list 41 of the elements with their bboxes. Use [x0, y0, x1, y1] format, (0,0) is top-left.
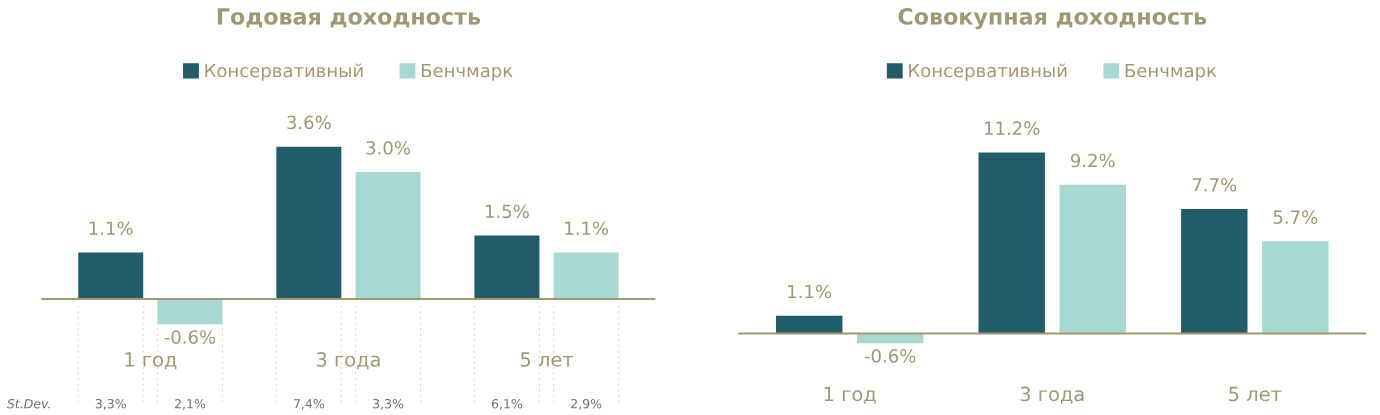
legend-label: Бенчмарк: [1125, 63, 1217, 81]
text: 3,3%: [95, 398, 126, 410]
legend-label: Консервативный: [205, 63, 363, 81]
text: St.Dev.: [6, 398, 50, 409]
data-label: 3.6%: [287, 115, 331, 130]
data-label: -0.6%: [864, 349, 916, 363]
data-label: 3.0%: [366, 141, 411, 155]
data-label: 1.5%: [485, 204, 529, 219]
bar: [78, 252, 144, 299]
x-tick-label: 5 лет: [1229, 386, 1282, 402]
data-label: 1.1%: [788, 284, 832, 299]
bar: [1181, 209, 1248, 334]
text: 2,9%: [571, 398, 602, 410]
x-tick-label: 5 лет: [520, 352, 574, 367]
data-label: 11.2%: [985, 121, 1040, 136]
data-label: 1.1%: [565, 221, 609, 236]
legend-label: Бенчмарк: [421, 63, 513, 81]
chart-title: Совокупная доходность: [898, 8, 1207, 30]
x-tick-label: 3 года: [316, 352, 380, 370]
data-label: 9.2%: [1070, 153, 1115, 168]
text: 6,1%: [491, 398, 523, 410]
x-tick-label: 1 год: [824, 386, 876, 404]
bar: [355, 172, 421, 299]
bar: [1059, 184, 1126, 334]
data-label: 5.7%: [1273, 210, 1318, 224]
text: 7,4%: [293, 398, 325, 410]
text: 3,3%: [373, 398, 404, 410]
data-label: 7.7%: [1192, 177, 1237, 192]
bar: [978, 152, 1045, 334]
text: 2,1%: [175, 398, 206, 410]
data-label: 1.1%: [89, 221, 133, 236]
x-tick-label: 1 год: [125, 352, 177, 370]
data-label: -0.6%: [164, 330, 216, 344]
legend-label: Консервативный: [909, 63, 1067, 81]
bar: [157, 298, 223, 325]
bar: [474, 235, 540, 299]
bar: [1262, 241, 1329, 334]
bar: [553, 252, 619, 299]
bar: [276, 146, 342, 299]
x-tick-label: 3 года: [1020, 386, 1084, 404]
chart-title: Годовая доходность: [217, 8, 481, 28]
